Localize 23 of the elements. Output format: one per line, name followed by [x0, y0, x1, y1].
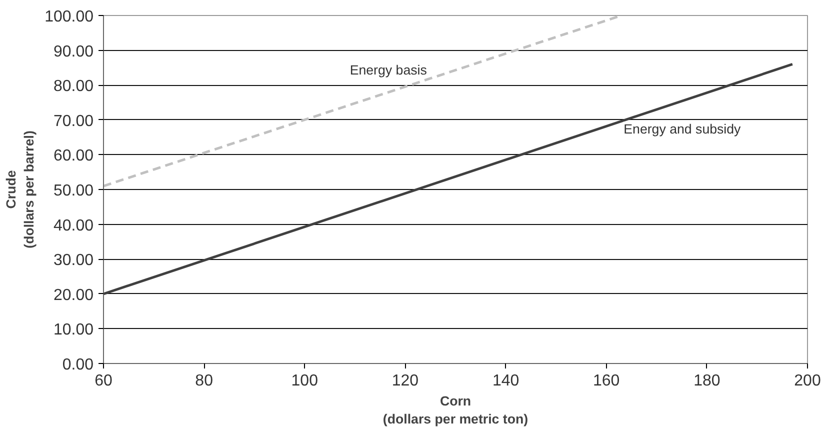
y-tick-label: 50.00 — [53, 182, 94, 200]
y-tick-label: 100.00 — [44, 8, 94, 26]
y-tick-label: 10.00 — [53, 322, 94, 339]
y-tick-label: 20.00 — [53, 286, 94, 304]
x-tick-label: 100 — [291, 372, 318, 390]
x-tick-label: 160 — [593, 372, 620, 390]
y-axis-title: Crude (dollars per barrel) — [4, 130, 37, 248]
x-tick-label: 60 — [94, 372, 112, 390]
x-tick-label: 120 — [392, 372, 419, 390]
series-label: Energy and subsidy — [624, 121, 742, 136]
x-axis-title: Corn (dollars per metric ton) — [382, 394, 528, 426]
y-tick-label: 80.00 — [53, 78, 94, 96]
x-tick-label: 140 — [492, 372, 520, 390]
x-tick-label: 80 — [195, 372, 214, 390]
series-label: Energy basis — [350, 62, 428, 78]
x-tick-label: 180 — [694, 372, 720, 390]
y-tick-label: 0.00 — [62, 356, 94, 374]
y-tick-label: 60.00 — [53, 148, 94, 165]
x-tick-label: 200 — [794, 372, 821, 390]
y-tick-label: 40.00 — [53, 217, 94, 234]
y-tick-label: 90.00 — [53, 43, 94, 60]
y-tick-label: 30.00 — [53, 252, 94, 270]
y-tick-label: 70.00 — [53, 112, 94, 130]
